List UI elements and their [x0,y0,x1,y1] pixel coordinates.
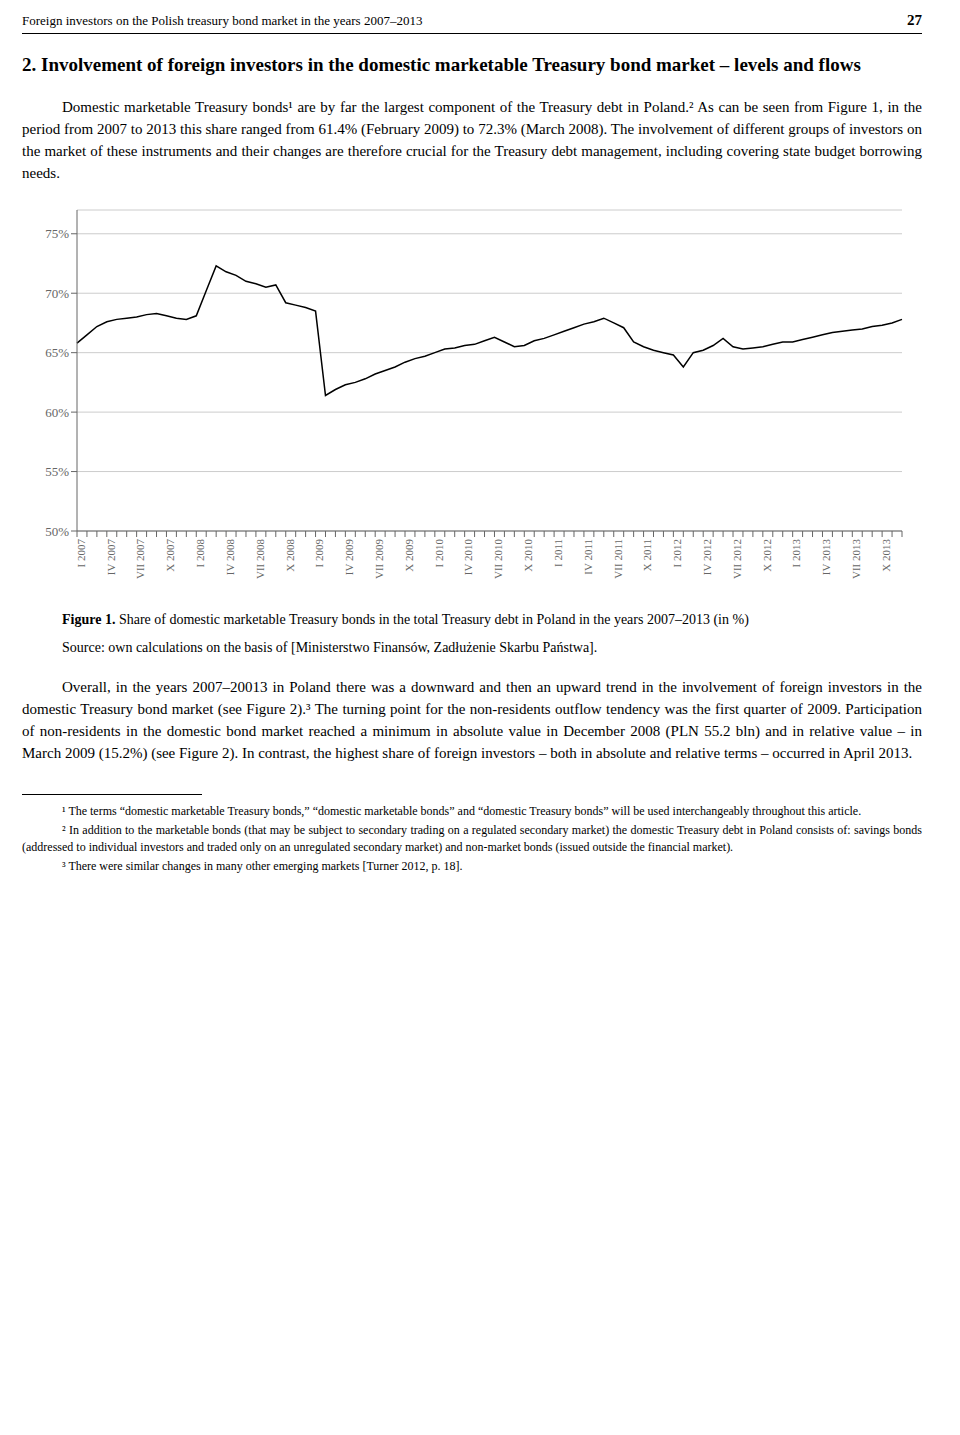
svg-text:X 2007: X 2007 [164,539,176,572]
html-text:27: 27 [907,12,922,28]
svg-text:I 2013: I 2013 [790,539,802,568]
svg-text:65%: 65% [45,345,69,360]
svg-text:X 2012: X 2012 [761,539,773,572]
svg-text:I 2007: I 2007 [75,539,87,568]
html-text:Overall, in the years 2007–200: Overall, in the years 2007–20013 in Pola… [22,679,922,761]
html-text:Source: own calculations on th: Source: own calculations on the basis of… [62,640,598,655]
svg-text:X 2008: X 2008 [284,539,296,572]
svg-text:I 2012: I 2012 [671,539,683,567]
svg-text:X 2011: X 2011 [641,539,653,571]
svg-text:IV 2009: IV 2009 [343,539,355,576]
svg-text:75%: 75% [45,226,69,241]
svg-text:50%: 50% [45,524,69,539]
svg-text:VII 2013: VII 2013 [850,539,862,580]
svg-text:I 2008: I 2008 [194,539,206,568]
svg-text:VII 2011: VII 2011 [612,539,624,579]
svg-text:X 2009: X 2009 [403,539,415,572]
svg-text:55%: 55% [45,464,69,479]
svg-text:IV 2007: IV 2007 [105,539,117,576]
svg-text:I 2011: I 2011 [552,539,564,567]
svg-text:IV 2010: IV 2010 [462,539,474,576]
html-text:¹ The terms “domestic marketab: ¹ The terms “domestic marketable Treasur… [62,804,862,818]
svg-text:VII 2007: VII 2007 [134,539,146,580]
svg-text:VII 2009: VII 2009 [373,539,385,580]
svg-text:70%: 70% [45,286,69,301]
html-text:² In addition to the marketabl: ² In addition to the marketable bonds (t… [22,823,922,854]
svg-text:X 2010: X 2010 [522,539,534,572]
svg-text:I 2009: I 2009 [313,539,325,568]
html-text:Figure 1. Share of domestic ma: Figure 1. Share of domestic marketable T… [62,612,749,627]
svg-text:IV 2011: IV 2011 [582,539,594,575]
html-text:³ There were similar changes i: ³ There were similar changes in many oth… [62,859,463,873]
svg-text:X 2013: X 2013 [880,539,892,572]
svg-text:I 2010: I 2010 [433,539,445,568]
html-text:Foreign investors on the Polis: Foreign investors on the Polish treasury… [22,13,423,28]
svg-text:IV 2013: IV 2013 [820,539,832,576]
svg-text:IV 2012: IV 2012 [701,539,713,575]
svg-text:VII 2008: VII 2008 [254,539,266,580]
svg-text:IV 2008: IV 2008 [224,539,236,576]
svg-text:60%: 60% [45,405,69,420]
svg-text:VII 2012: VII 2012 [731,539,743,579]
html-text:2. Involvement of foreign inve: 2. Involvement of foreign investors in t… [22,54,861,75]
svg-text:VII 2010: VII 2010 [492,539,504,580]
html-text:Domestic marketable Treasury b: Domestic marketable Treasury bonds¹ are … [22,99,922,181]
